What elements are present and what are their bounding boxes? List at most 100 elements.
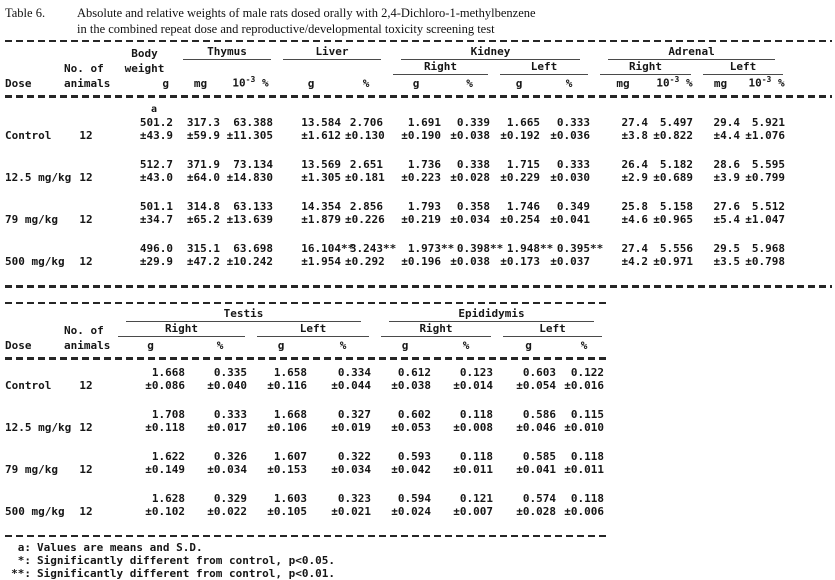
table1-header: Body Thymus Liver Kidney Adrenal No. of … (5, 45, 789, 90)
sd-value: ±29.9 (139, 255, 173, 268)
mean-value: 16.104 ** (301, 242, 355, 255)
table-title-block: Table 6. Absolute and relative weights o… (5, 5, 831, 37)
measurement-cell: 0.123 ±0.014 (435, 364, 497, 406)
sd-value: ±0.054 (516, 379, 556, 392)
mean-value: 26.4 (621, 158, 649, 171)
sd-value: ±1.954 (301, 255, 341, 268)
footnote-marker: *: (17, 554, 31, 567)
footnote-a-marker: a (150, 104, 157, 115)
reproductive-organ-weights-table: Testis Epididymis No. of Right Left Righ… (5, 307, 608, 532)
epididymis-right-pct-unit: % (462, 339, 470, 352)
dose-group-row: Control 12 1.668 ±0.086 0.335 ±0.040 1.658 ±0.1… (5, 364, 608, 406)
adrenal-right-mg-unit: mg (616, 77, 630, 90)
mean-value: 0.585 (522, 450, 556, 463)
mean-value: 0.358 (456, 200, 490, 213)
measurement-cell: 1.691 ±0.190 (387, 102, 445, 156)
sd-value: ±0.011 (453, 463, 493, 476)
sd-value: ±3.9 (713, 171, 741, 184)
measurement-cell: 16.104 ** ±1.954 (277, 240, 355, 282)
sd-value: ±0.105 (267, 505, 307, 518)
liver-group-header: Liver (277, 45, 387, 60)
measurement-cell: 501.1 ±34.7 (112, 198, 177, 240)
divider-top (5, 40, 832, 42)
measurement-cell: 1.607 ±0.153 (251, 448, 311, 490)
testis-group-header: Testis (112, 307, 375, 322)
mean-value: 1.973 ** (407, 242, 455, 255)
sd-value: ±1.879 (301, 213, 341, 226)
mean-value: 0.322 (337, 450, 371, 463)
sd-value: ±0.030 (550, 171, 590, 184)
sd-value: ±0.021 (331, 505, 371, 518)
mean-value: 0.338 (456, 158, 490, 171)
significance-marker: ** (341, 242, 355, 255)
sd-value: ±0.017 (207, 421, 247, 434)
mean-value: 1.658 (273, 366, 307, 379)
mean-value: 501.2 (139, 116, 173, 129)
dose-group-row: 12.5 mg/kg 12 512.7 ±43.0 371.9 ±64.0 73.134 ±1… (5, 156, 789, 198)
caption-line2: in the combined repeat dose and reproduc… (77, 22, 495, 36)
measurement-cell: 0.322 ±0.034 (311, 448, 375, 490)
dose-label: 500 mg/kg (5, 505, 65, 518)
footnote-marker: **: (11, 567, 31, 580)
measurement-cell: 371.9 ±64.0 (177, 156, 224, 198)
measurement-cell: 1.628 ±0.102 (112, 490, 189, 532)
sd-value: ±4.2 (621, 255, 649, 268)
measurement-cell: 5.921 ±1.076 (744, 102, 789, 156)
measurement-cell: 5.512 ±1.047 (744, 198, 789, 240)
body-weight-header-mid: weight (124, 62, 165, 75)
mean-value: 1.668 (151, 366, 185, 379)
mean-value: 0.333 (556, 116, 590, 129)
mean-value: 1.948 ** (506, 242, 554, 255)
mean-value: 496.0 (139, 242, 173, 255)
sd-value: ±0.219 (401, 213, 441, 226)
mean-value: 0.334 (337, 366, 371, 379)
sd-value: ±0.028 (516, 505, 556, 518)
mean-value: 5.158 (659, 200, 693, 213)
measurement-cell: 5.595 ±0.799 (744, 156, 789, 198)
measurement-cell: 0.118 ±0.008 (435, 406, 497, 448)
measurement-cell: 1.603 ±0.105 (251, 490, 311, 532)
mean-value: 3.243 ** (349, 242, 397, 255)
measurement-cell: 0.333 ±0.030 (544, 156, 594, 198)
sd-value: ±0.965 (653, 213, 693, 226)
thymus-group-header: Thymus (177, 45, 277, 60)
measurement-cell: 0.335 ±0.040 (189, 364, 251, 406)
mean-value: 28.6 (713, 158, 741, 171)
measurement-cell: 1.668 ±0.086 (112, 364, 189, 406)
sd-value: ±0.034 (331, 463, 371, 476)
measurement-cell: 5.968 ±0.798 (744, 240, 789, 282)
testis-right-header: Right (112, 322, 251, 337)
measurement-cell: 0.593 ±0.042 (375, 448, 435, 490)
kidney-right-g-unit: g (412, 77, 420, 90)
measurement-cell: 0.333 ±0.017 (189, 406, 251, 448)
adrenal-left-mg-unit: mg (713, 77, 728, 90)
measurement-cell: 0.602 ±0.053 (375, 406, 435, 448)
mean-value: 27.4 (621, 116, 649, 129)
measurement-cell: 496.0 ±29.9 (112, 240, 177, 282)
kidney-group-header: Kidney (387, 45, 594, 60)
sd-value: ±11.305 (226, 129, 273, 142)
mean-value: 63.388 (233, 116, 273, 129)
footnote-text: Significantly different from control, p<… (37, 554, 336, 567)
mean-value: 0.327 (337, 408, 371, 421)
sd-value: ±0.041 (516, 463, 556, 476)
significance-marker: ** (441, 242, 455, 255)
caption-line1: Absolute and relative weights of male ra… (77, 6, 536, 20)
significance-marker: ** (383, 242, 397, 255)
sd-value: ±0.149 (145, 463, 185, 476)
side-header-row: No. of Right Left Right Left (5, 322, 608, 337)
sd-value: ±1.612 (301, 129, 341, 142)
mean-value: 0.333 (556, 158, 590, 171)
mean-value: 73.134 (233, 158, 273, 171)
table-caption: Absolute and relative weights of male ra… (77, 5, 536, 37)
measurement-cell: 314.8 ±65.2 (177, 198, 224, 240)
measurement-cell: 0.326 ±0.034 (189, 448, 251, 490)
animals-header: animals (64, 77, 111, 90)
sd-value: ±0.223 (401, 171, 441, 184)
mean-value: 0.118 (459, 450, 493, 463)
measurement-cell: 0.333 ±0.036 (544, 102, 594, 156)
sd-value: ±0.042 (391, 463, 431, 476)
mean-value: 27.4 (621, 242, 649, 255)
dose-header: Dose (5, 77, 32, 90)
adrenal-group-header: Adrenal (594, 45, 789, 60)
